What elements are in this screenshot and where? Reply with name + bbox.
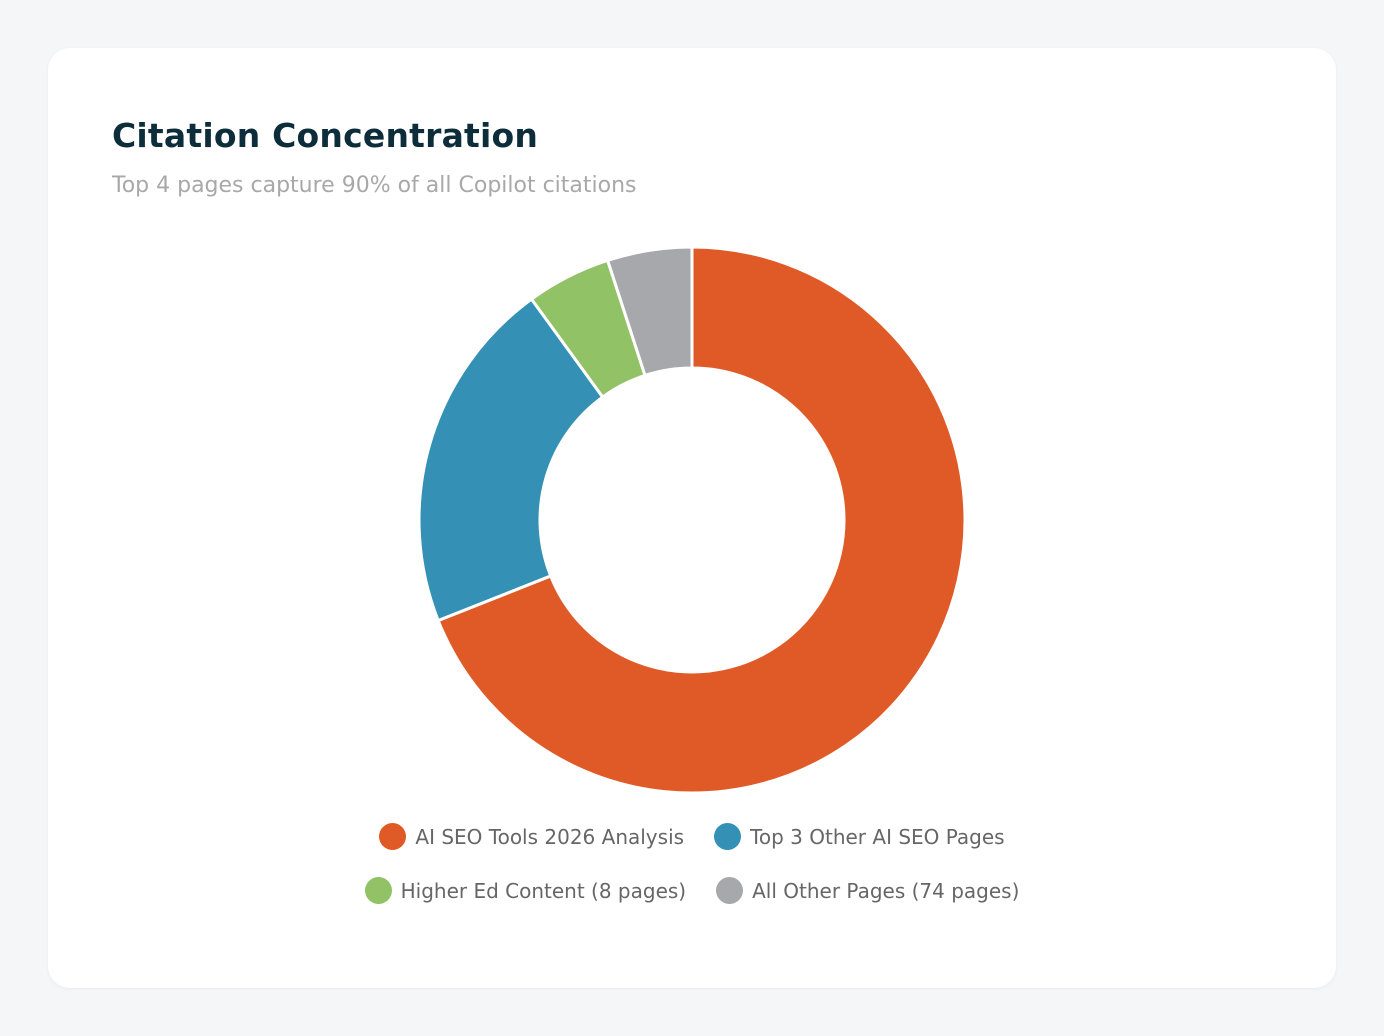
donut-slice-3[interactable] — [605, 245, 694, 378]
legend-item-ai-seo-tools[interactable]: AI SEO Tools 2026 Analysis — [379, 823, 684, 850]
legend-swatch — [716, 877, 744, 904]
legend-item-higher-ed[interactable]: Higher Ed Content (8 pages) — [364, 877, 687, 904]
legend-label: Top 3 Other AI SEO Pages — [750, 824, 1005, 849]
legend-item-top-3-other[interactable]: Top 3 Other AI SEO Pages — [714, 823, 1005, 850]
legend-item-all-other[interactable]: All Other Pages (74 pages) — [716, 877, 1019, 904]
legend-label: All Other Pages (74 pages) — [752, 878, 1020, 903]
chart-subtitle: Top 4 pages capture 90% of all Copilot c… — [112, 173, 637, 198]
legend-row-2: Higher Ed Content (8 pages) All Other Pa… — [48, 877, 1336, 904]
legend-swatch — [364, 877, 392, 904]
chart-card: Citation Concentration Top 4 pages captu… — [48, 48, 1336, 988]
donut-slice-0[interactable] — [436, 245, 967, 795]
legend-row-1: AI SEO Tools 2026 Analysis Top 3 Other A… — [48, 823, 1336, 850]
donut-slice-1[interactable] — [417, 297, 605, 623]
donut-chart — [417, 245, 967, 795]
legend-swatch — [379, 823, 407, 850]
legend-swatch — [714, 823, 742, 850]
legend-label: Higher Ed Content (8 pages) — [400, 878, 687, 903]
legend-label: AI SEO Tools 2026 Analysis — [415, 824, 685, 849]
chart-title: Citation Concentration — [112, 116, 539, 155]
